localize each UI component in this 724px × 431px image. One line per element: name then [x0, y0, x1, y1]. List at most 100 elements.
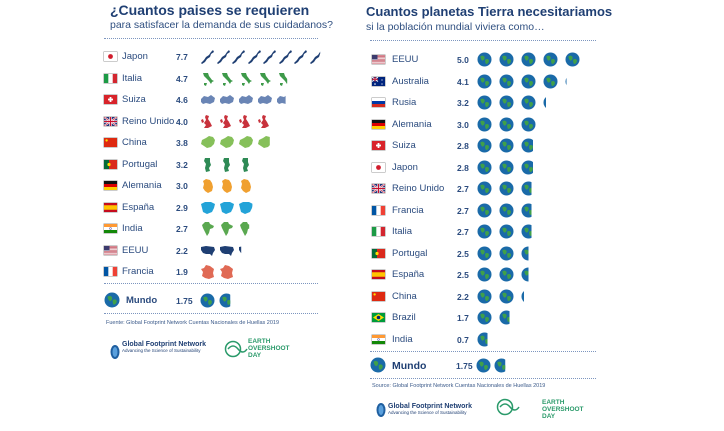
right-country-label: China: [392, 290, 417, 302]
flag-icon: [104, 245, 117, 255]
left-row: China 3.8: [104, 133, 318, 153]
flag-icon: [372, 248, 385, 258]
earth-icon: [499, 267, 514, 282]
earth-overshoot-logo-icon: [224, 340, 248, 358]
flag-icon: [372, 98, 385, 107]
right-country-label: Francia: [392, 204, 424, 216]
earth-icon: [494, 358, 506, 373]
right-world-value: 1.75: [456, 361, 473, 371]
flag-icon: [372, 205, 385, 215]
left-row: Reino Unido 4.0: [104, 112, 318, 132]
left-row: España 2.9: [104, 198, 318, 218]
earth-icon: [477, 224, 492, 239]
earth-icon: [565, 52, 580, 67]
uk-icon: [220, 114, 231, 128]
earth-icon: [477, 117, 492, 131]
japan-icon: [216, 50, 230, 64]
right-country-value: 2.2: [457, 291, 469, 302]
flag-in-icon: [372, 334, 385, 344]
earth-icon: [477, 160, 492, 174]
left-eod-line1: EARTH: [248, 338, 271, 345]
uk-icon: [239, 114, 250, 128]
left-row: Suiza 4.6: [104, 90, 318, 110]
flag-pt-icon: [372, 248, 385, 258]
portugal-icon: [242, 157, 249, 172]
right-row: Japon 2.8: [372, 158, 598, 178]
left-country-value: 1.9: [176, 267, 188, 277]
right-gfn-logo: Global Footprint Network Advancing the S…: [388, 403, 472, 416]
flag-de-icon: [104, 181, 117, 190]
flag-icon: [372, 141, 385, 150]
right-country-label: Rusia: [392, 97, 417, 108]
right-row: Reino Unido 2.7: [372, 179, 598, 199]
right-gfn-tagline: Advancing the Science of Sustainability: [388, 410, 467, 415]
right-country-value: 2.8: [457, 141, 469, 151]
portugal-icon: [257, 157, 273, 173]
switzerland-icon: [201, 95, 215, 104]
earth-icon: [521, 203, 532, 217]
right-country-value: 5.0: [457, 55, 469, 65]
right-eod-line1: EARTH: [542, 399, 565, 406]
japan-icon: [309, 51, 320, 64]
flag-icon: [104, 52, 117, 61]
earth-icon: [565, 77, 567, 85]
spain-icon: [239, 201, 253, 214]
left-country-value: 7.7: [176, 52, 188, 62]
spain-icon: [201, 201, 215, 214]
flag-jp-icon: [372, 162, 385, 172]
right-row: China 2.2: [372, 287, 598, 307]
earth-icon: [499, 74, 514, 88]
italy-icon: [203, 72, 214, 86]
earth-icon: [200, 293, 215, 308]
earth-icon: [521, 74, 536, 88]
india-icon: [221, 222, 233, 236]
flag-gb-icon: [104, 116, 117, 126]
flag-es-icon: [372, 270, 385, 279]
earth-icon: [499, 52, 514, 67]
earth-icon: [543, 74, 558, 88]
portugal-icon: [223, 157, 230, 172]
flag-ru-icon: [372, 98, 385, 107]
right-row: Alemania 3.0: [372, 115, 598, 135]
right-country-label: Suiza: [392, 140, 416, 151]
india-icon: [202, 222, 214, 236]
right-country-value: 4.1: [457, 76, 469, 87]
right-row: Australia 4.1: [372, 72, 598, 92]
flag-icon: [372, 313, 385, 322]
right-row: Francia 2.7: [372, 201, 598, 221]
left-country-value: 3.8: [176, 138, 188, 148]
earth-icon: [499, 138, 514, 153]
left-country-value: 3.0: [176, 181, 188, 191]
china-icon: [239, 136, 253, 148]
right-row: Rusia 3.2: [372, 93, 598, 113]
left-infographic: ¿Cuantos paises se requieren para satisf…: [100, 0, 333, 431]
italy-icon: [241, 72, 252, 86]
earth-icon: [521, 160, 533, 174]
left-country-value: 4.7: [176, 73, 188, 84]
japan-icon: [294, 50, 307, 64]
flag-us-icon: [372, 55, 385, 64]
portugal-icon: [204, 157, 211, 172]
earth-icon: [477, 95, 492, 110]
right-eod-line2: OVERSHOOT: [542, 406, 584, 413]
left-row: Francia 1.9: [104, 262, 318, 282]
japan-icon: [278, 50, 292, 64]
earth-icon: [521, 95, 536, 110]
world-globe-icon: [104, 292, 120, 308]
earth-icon: [499, 246, 514, 260]
right-row: Suiza 2.8: [372, 136, 598, 156]
earth-icon: [499, 224, 514, 239]
earth-icon: [477, 246, 492, 260]
earth-icon: [499, 310, 510, 325]
flag-icon: [372, 291, 385, 301]
left-country-label: España: [122, 201, 155, 213]
china-icon: [201, 136, 215, 148]
right-country-label: Japon: [392, 161, 418, 173]
earth-icon: [499, 95, 514, 110]
left-world-row: Mundo 1.75: [104, 291, 318, 311]
left-country-label: China: [122, 137, 147, 148]
china-icon: [220, 136, 234, 148]
left-country-value: 2.9: [176, 202, 188, 213]
italy-icon: [222, 72, 233, 86]
right-country-value: 1.7: [457, 313, 469, 323]
